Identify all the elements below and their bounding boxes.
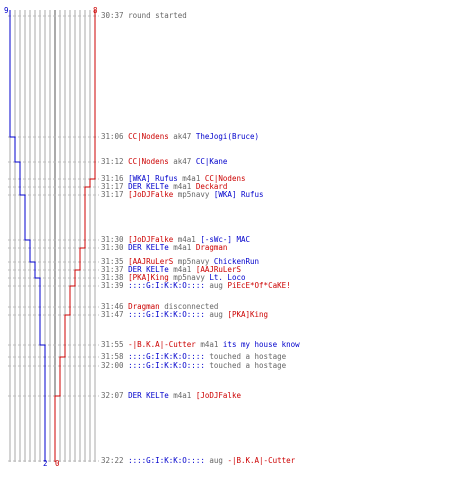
event-time: 31:17 <box>101 190 129 199</box>
red-player-name: -|B.K.A|-Cutter <box>128 340 196 349</box>
event-time: 32:07 <box>101 391 129 400</box>
event-row: 31:37 DER KELTe m4a1 [AAJRuLerS <box>101 265 241 274</box>
event-row: 32:00 ::::G:I:K:K:O:::: touched a hostag… <box>101 361 286 370</box>
event-action: ak47 <box>168 157 196 166</box>
event-time: 32:22 <box>101 456 129 465</box>
event-time: 31:12 <box>101 157 129 166</box>
blue-player-name: CC|Kane <box>195 157 228 166</box>
event-action: mp5navy <box>173 190 214 199</box>
blue-player-name: DER KELTe <box>128 265 169 274</box>
event-row: 31:38 [PKA]King mp5navy Lt. Loco <box>101 273 246 282</box>
red-player-name: [AAJRuLerS <box>128 257 174 266</box>
blue-player-name: [-sWc-] MAC <box>200 235 251 244</box>
event-time: 31:46 <box>101 302 129 311</box>
red-player-name: [PKA]King <box>227 310 269 319</box>
blue-player-name: ::::G:I:K:K:O:::: <box>128 310 205 319</box>
event-time: 31:35 <box>101 257 129 266</box>
event-row: 31:46 Dragman disconnected <box>101 302 218 311</box>
event-time: 31:37 <box>101 265 129 274</box>
red-player-name: CC|Nodens <box>128 157 169 166</box>
event-row: 31:47 ::::G:I:K:K:O:::: aug [PKA]King <box>101 310 268 319</box>
red-player-name: CC|Nodens <box>204 174 246 183</box>
event-time: 31:47 <box>101 310 129 319</box>
red-end-count: 0 <box>55 459 60 468</box>
blue-start-count: 9 <box>4 6 9 15</box>
event-action: m4a1 <box>173 235 201 244</box>
red-player-name: [JoDJFalke <box>195 391 241 400</box>
red-player-name: [JoDJFalke <box>128 190 174 199</box>
blue-player-name: DER KELTe <box>128 391 169 400</box>
event-time: 31:38 <box>101 273 129 282</box>
event-action: aug <box>204 456 228 465</box>
red-player-name: [PKA]King <box>128 273 169 282</box>
blue-player-name: its my house know <box>222 340 300 349</box>
event-action: m4a1 <box>177 174 205 183</box>
event-row: 31:17 DER KELTe m4a1 Deckard <box>101 182 227 191</box>
event-time: 31:58 <box>101 352 129 361</box>
event-action: mp5navy <box>173 257 214 266</box>
event-time: 31:16 <box>101 174 129 183</box>
blue-player-name: DER KELTe <box>128 243 169 252</box>
event-action: disconnected <box>159 302 219 311</box>
event-action: m4a1 <box>168 265 196 274</box>
event-row: 31:35 [AAJRuLerS mp5navy ChickenRun <box>101 257 259 266</box>
red-team-line <box>54 10 96 462</box>
event-row: 31:55 -|B.K.A|-Cutter m4a1 its my house … <box>101 340 300 349</box>
blue-player-name: ::::G:I:K:K:O:::: <box>128 281 205 290</box>
event-time: 31:30 <box>101 243 129 252</box>
event-time: 32:00 <box>101 361 129 370</box>
blue-player-name: ::::G:I:K:K:O:::: <box>128 456 205 465</box>
blue-player-name: ::::G:I:K:K:O:::: <box>128 361 205 370</box>
red-player-name: PiEcE*Of*CaKE! <box>227 281 291 290</box>
blue-team-line <box>9 10 46 462</box>
blue-player-name: TheJogi(Bruce) <box>195 132 260 141</box>
event-row: 31:12 CC|Nodens ak47 CC|Kane <box>101 157 227 166</box>
event-time: 31:30 <box>101 235 129 244</box>
blue-player-name: Lt. Loco <box>209 273 246 282</box>
event-row: 31:17 [JoDJFalke mp5navy [WKA] Rufus <box>101 190 264 199</box>
event-time: 30:37 <box>101 11 129 20</box>
event-time: 31:17 <box>101 182 129 191</box>
event-action: m4a1 <box>168 182 196 191</box>
red-player-name: [JoDJFalke <box>128 235 174 244</box>
red-player-name: Dragman <box>128 302 160 311</box>
event-action: touched a hostage <box>204 352 287 361</box>
event-action: m4a1 <box>168 243 196 252</box>
event-time: 31:39 <box>101 281 129 290</box>
blue-player-name: DER KELTe <box>128 182 169 191</box>
red-player-name: Deckard <box>195 182 228 191</box>
event-row: 31:58 ::::G:I:K:K:O:::: touched a hostag… <box>101 352 286 361</box>
blue-player-name: ChickenRun <box>213 257 260 266</box>
event-row: 32:07 DER KELTe m4a1 [JoDJFalke <box>101 391 241 400</box>
event-row: 31:30 DER KELTe m4a1 Dragman <box>101 243 227 252</box>
event-time: 31:06 <box>101 132 129 141</box>
blue-player-name: ::::G:I:K:K:O:::: <box>128 352 205 361</box>
event-row: 30:37 round started <box>101 11 187 20</box>
event-action: round started <box>128 11 187 20</box>
blue-player-name: [WKA] Rufus <box>128 174 178 183</box>
red-player-name: [AAJRuLerS <box>195 265 241 274</box>
red-player-name: -|B.K.A|-Cutter <box>227 456 296 465</box>
event-action: ak47 <box>168 132 196 141</box>
blue-player-name: [WKA] Rufus <box>213 190 264 199</box>
event-action: touched a hostage <box>204 361 287 370</box>
blue-end-count: 2 <box>43 459 48 468</box>
event-row: 31:30 [JoDJFalke m4a1 [-sWc-] MAC <box>101 235 250 244</box>
event-row: 31:39 ::::G:I:K:K:O:::: aug PiEcE*Of*CaK… <box>101 281 291 290</box>
red-player-name: Dragman <box>195 243 228 252</box>
event-action: aug <box>204 281 228 290</box>
event-row: 31:06 CC|Nodens ak47 TheJogi(Bruce) <box>101 132 259 141</box>
event-time: 31:55 <box>101 340 129 349</box>
event-action: m4a1 <box>195 340 223 349</box>
red-player-name: CC|Nodens <box>128 132 169 141</box>
event-row: 32:22 ::::G:I:K:K:O:::: aug -|B.K.A|-Cut… <box>101 456 295 465</box>
event-action: m4a1 <box>168 391 196 400</box>
red-start-count: 8 <box>93 6 98 15</box>
event-action: aug <box>204 310 228 319</box>
event-row: 31:16 [WKA] Rufus m4a1 CC|Nodens <box>101 174 246 183</box>
event-action: mp5navy <box>168 273 210 282</box>
